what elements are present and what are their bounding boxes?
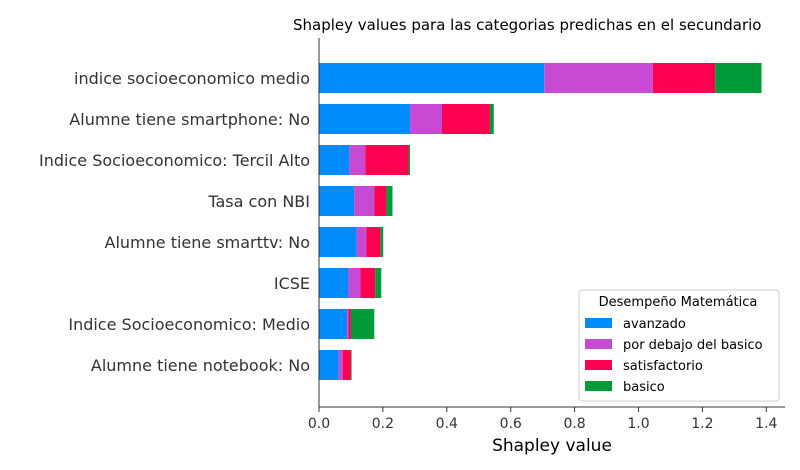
category-label: Alumne tiene notebook: No bbox=[91, 356, 310, 375]
category-label: Alumne tiene smartphone: No bbox=[69, 110, 310, 129]
bar-5-avanzado bbox=[319, 227, 357, 257]
x-tick-label: 1.4 bbox=[755, 416, 777, 432]
bar-7-satisfactorio bbox=[348, 309, 351, 339]
category-label: Indice Socioeconomico: Medio bbox=[68, 315, 310, 334]
bar-3-por-debajo-del-basico bbox=[349, 145, 366, 175]
legend-label: por debajo del basico bbox=[623, 338, 763, 353]
bar-7-por-debajo-del-basico bbox=[347, 309, 349, 339]
chart-title: Shapley values para las categorias predi… bbox=[293, 16, 761, 34]
bar-1-satisfactorio bbox=[652, 63, 716, 93]
x-tick-label: 0.8 bbox=[563, 416, 585, 432]
legend-swatch bbox=[585, 339, 612, 349]
category-label: Indice Socioeconomico: Tercil Alto bbox=[39, 151, 310, 170]
bar-7-avanzado bbox=[319, 309, 348, 339]
bar-2-por-debajo-del-basico bbox=[410, 104, 443, 134]
bar-4-por-debajo-del-basico bbox=[354, 186, 375, 216]
legend: Desempeño Matemática avanzado por debajo … bbox=[578, 289, 780, 402]
bar-3-satisfactorio bbox=[365, 145, 409, 175]
bar-1-basico bbox=[715, 63, 762, 93]
x-tick-label: 0.6 bbox=[500, 416, 522, 432]
legend-swatch bbox=[585, 318, 612, 328]
legend-title: Desempeño Matemática bbox=[599, 295, 758, 310]
bar-2-satisfactorio bbox=[442, 104, 490, 134]
bar-3-basico bbox=[408, 145, 411, 175]
bar-4-basico bbox=[386, 186, 393, 216]
bar-4-satisfactorio bbox=[374, 186, 387, 216]
legend-label: avanzado bbox=[623, 317, 686, 332]
bar-5-basico bbox=[380, 227, 384, 257]
bar-4-avanzado bbox=[319, 186, 355, 216]
category-label: ICSE bbox=[274, 274, 310, 293]
bar-8-por-debajo-del-basico bbox=[338, 350, 343, 380]
legend-label: basico bbox=[623, 380, 665, 395]
x-tick-label: 0.0 bbox=[308, 416, 330, 432]
legend-items: avanzado por debajo del basico satisfactor… bbox=[585, 317, 763, 395]
bar-5-satisfactorio bbox=[366, 227, 381, 257]
category-label: Alumne tiene smarttv: No bbox=[105, 233, 311, 252]
bars-group bbox=[319, 63, 762, 380]
x-tick-label: 0.4 bbox=[436, 416, 458, 432]
bar-8-satisfactorio bbox=[342, 350, 351, 380]
bar-8-basico bbox=[350, 350, 352, 380]
bar-6-por-debajo-del-basico bbox=[348, 268, 361, 298]
category-label: indice socioeconomico medio bbox=[74, 69, 310, 88]
bar-1-avanzado bbox=[319, 63, 545, 93]
bar-6-basico bbox=[375, 268, 382, 298]
legend-box bbox=[578, 289, 780, 402]
category-labels: indice socioeconomico medio Alumne tiene … bbox=[39, 69, 310, 375]
bar-8-avanzado bbox=[319, 350, 339, 380]
bar-6-avanzado bbox=[319, 268, 349, 298]
x-tick-label: 1.2 bbox=[691, 416, 713, 432]
bar-7-basico bbox=[350, 309, 375, 339]
x-tick-label: 0.2 bbox=[372, 416, 394, 432]
x-ticks: 0.0 0.2 0.4 0.6 0.8 1.0 1.2 1.4 bbox=[308, 407, 778, 432]
bar-2-basico bbox=[489, 104, 494, 134]
category-label: Tasa con NBI bbox=[207, 192, 310, 211]
bar-1-por-debajo-del-basico bbox=[544, 63, 653, 93]
legend-swatch bbox=[585, 360, 612, 370]
bar-2-avanzado bbox=[319, 104, 411, 134]
bar-5-por-debajo-del-basico bbox=[356, 227, 367, 257]
legend-swatch bbox=[585, 381, 612, 391]
bar-6-satisfactorio bbox=[360, 268, 376, 298]
x-axis-label: Shapley value bbox=[492, 436, 612, 456]
legend-label: satisfactorio bbox=[623, 359, 703, 374]
bar-3-avanzado bbox=[319, 145, 350, 175]
x-tick-label: 1.0 bbox=[627, 416, 649, 432]
